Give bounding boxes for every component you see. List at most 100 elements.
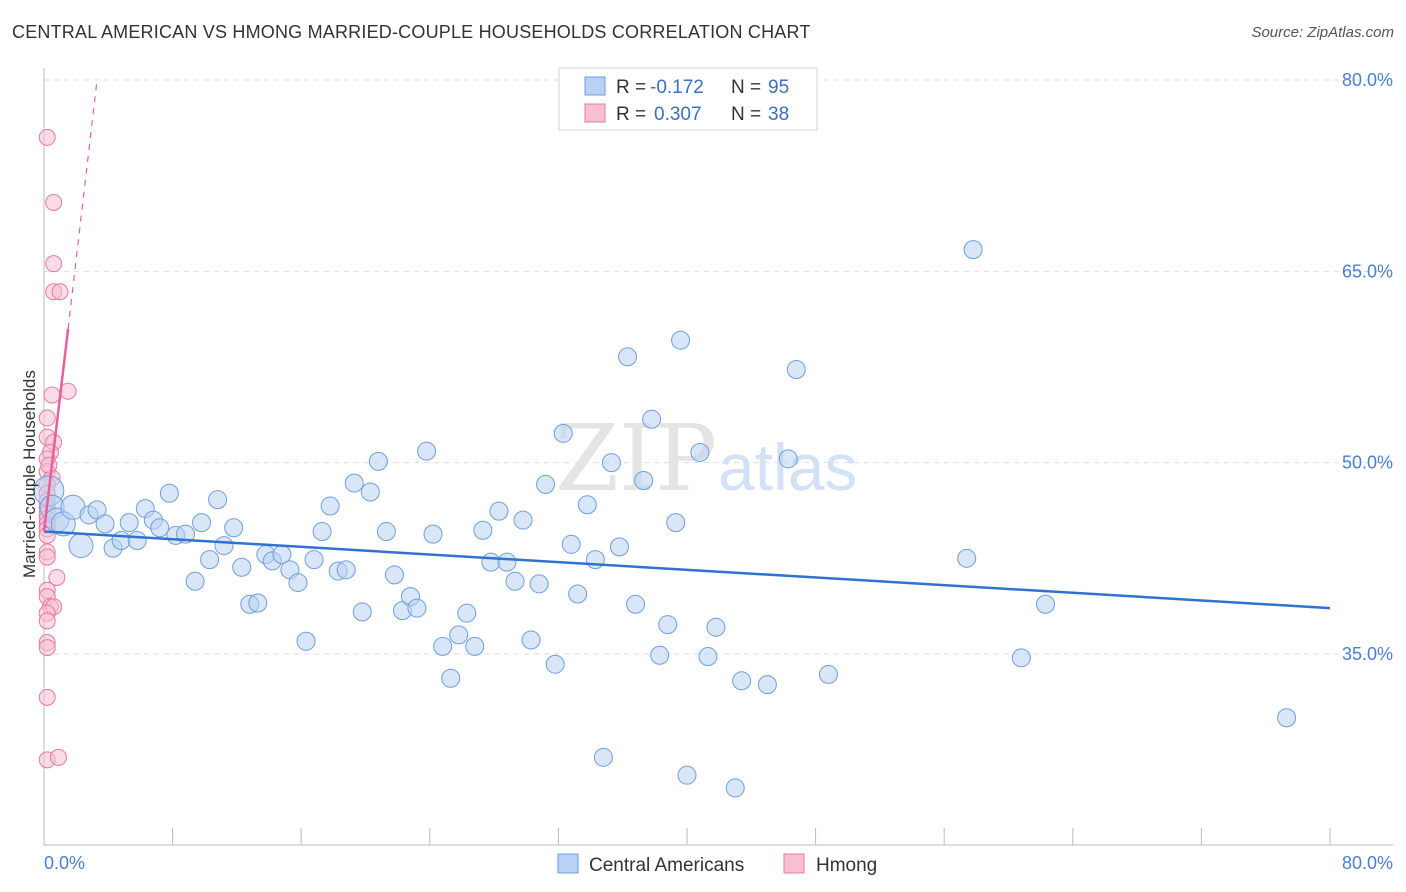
y-tick-label: 80.0%	[1342, 70, 1393, 90]
central-americans-point	[465, 636, 485, 656]
central-americans-point	[690, 442, 710, 462]
central-americans-point	[150, 518, 170, 538]
chart-title: CENTRAL AMERICAN VS HMONG MARRIED-COUPLE…	[12, 22, 811, 42]
legend-n-label-2: N =	[731, 104, 761, 125]
central-americans-point	[545, 654, 565, 674]
central-americans-point	[505, 571, 525, 591]
hmong-point	[38, 409, 56, 427]
hmong-point	[45, 255, 63, 273]
central-americans-point	[725, 778, 745, 798]
central-americans-point	[376, 522, 396, 542]
y-tick-label: 50.0%	[1342, 453, 1393, 473]
legend-r-value-2: 0.307	[654, 104, 702, 125]
central-americans-point	[650, 645, 670, 665]
central-americans-point	[601, 453, 621, 473]
central-americans-point	[481, 552, 501, 572]
central-americans-point	[312, 522, 332, 542]
hmong-point	[40, 456, 58, 474]
central-americans-point	[304, 550, 324, 570]
central-americans-point	[1277, 708, 1297, 728]
central-americans-point	[706, 617, 726, 637]
central-americans-point	[473, 520, 493, 540]
central-americans-point	[288, 573, 308, 593]
bottom-legend-swatch-blue	[557, 853, 579, 874]
hmong-point	[49, 748, 67, 766]
central-americans-point	[957, 548, 977, 568]
y-tick-label: 35.0%	[1342, 644, 1393, 664]
hmong-point	[45, 193, 63, 211]
central-americans-point	[513, 510, 533, 530]
central-americans-points	[33, 240, 1297, 798]
central-americans-point	[224, 518, 244, 538]
central-americans-point	[1035, 594, 1055, 614]
central-americans-point	[417, 441, 437, 461]
hmong-point	[38, 548, 56, 566]
central-americans-point	[336, 560, 356, 580]
series-legend: Central Americans Hmong	[557, 853, 877, 876]
hmong-points	[38, 128, 77, 769]
y-tick-label: 65.0%	[1342, 261, 1393, 281]
correlation-legend: R = -0.172 N = 95 R = 0.307 N = 38	[558, 67, 818, 131]
central-americans-point	[159, 483, 179, 503]
central-americans-point	[671, 330, 691, 350]
hmong-point	[38, 612, 56, 630]
central-americans-point	[95, 514, 115, 534]
central-americans-point	[248, 593, 268, 613]
central-americans-point	[352, 602, 372, 622]
legend-n-label-1: N =	[731, 77, 761, 98]
gridlines	[44, 79, 1393, 655]
central-americans-point	[68, 533, 94, 559]
central-americans-point	[185, 571, 205, 591]
y-axis-label: Married-couple Households	[20, 370, 39, 578]
central-americans-point	[200, 550, 220, 570]
central-americans-point	[568, 584, 588, 604]
central-americans-point	[320, 496, 340, 516]
central-americans-point	[119, 513, 139, 533]
central-americans-point	[497, 552, 517, 572]
central-americans-point	[593, 747, 613, 767]
central-americans-point	[609, 537, 629, 557]
central-americans-point	[666, 513, 686, 533]
trend-lines	[42, 79, 1331, 610]
central-americans-point	[489, 501, 509, 521]
central-americans-point	[441, 668, 461, 688]
central-americans-trend-line	[43, 530, 1331, 610]
legend-swatch-pink	[584, 103, 606, 123]
central-americans-point	[1011, 648, 1031, 668]
central-americans-point	[296, 631, 316, 651]
hmong-point	[38, 639, 56, 657]
central-americans-point	[553, 423, 573, 443]
hmong-point	[38, 128, 56, 146]
x-tick-label-max: 80.0%	[1342, 853, 1393, 873]
central-americans-point	[642, 409, 662, 429]
central-americans-point	[457, 603, 477, 623]
central-americans-point	[433, 636, 453, 656]
central-americans-point	[423, 524, 443, 544]
central-americans-point	[536, 474, 556, 494]
central-americans-point	[732, 671, 752, 691]
y-tick-labels: 35.0% 50.0% 65.0% 80.0%	[1342, 70, 1393, 664]
central-americans-point	[677, 765, 697, 785]
hmong-trend-line	[42, 328, 70, 532]
legend-n-value-1: 95	[768, 77, 789, 98]
central-americans-point	[192, 513, 212, 533]
watermark-zip: ZIP	[555, 405, 717, 512]
central-americans-point	[344, 473, 364, 493]
central-americans-point	[577, 495, 597, 515]
central-americans-point	[786, 360, 806, 380]
central-americans-point	[521, 630, 541, 650]
legend-n-value-2: 38	[768, 104, 789, 125]
legend-swatch-blue	[584, 76, 606, 96]
central-americans-point	[963, 240, 983, 260]
hmong-point	[38, 688, 56, 706]
central-americans-point	[360, 482, 380, 502]
legend-r-label-2: R =	[616, 104, 646, 125]
central-americans-point	[214, 536, 234, 556]
central-americans-point	[634, 471, 654, 491]
central-americans-point	[626, 594, 646, 614]
central-americans-point	[127, 530, 147, 550]
bottom-legend-label-1: Central Americans	[589, 855, 744, 876]
legend-r-label-1: R =	[616, 77, 646, 98]
x-tick-label-min: 0.0%	[44, 853, 85, 873]
